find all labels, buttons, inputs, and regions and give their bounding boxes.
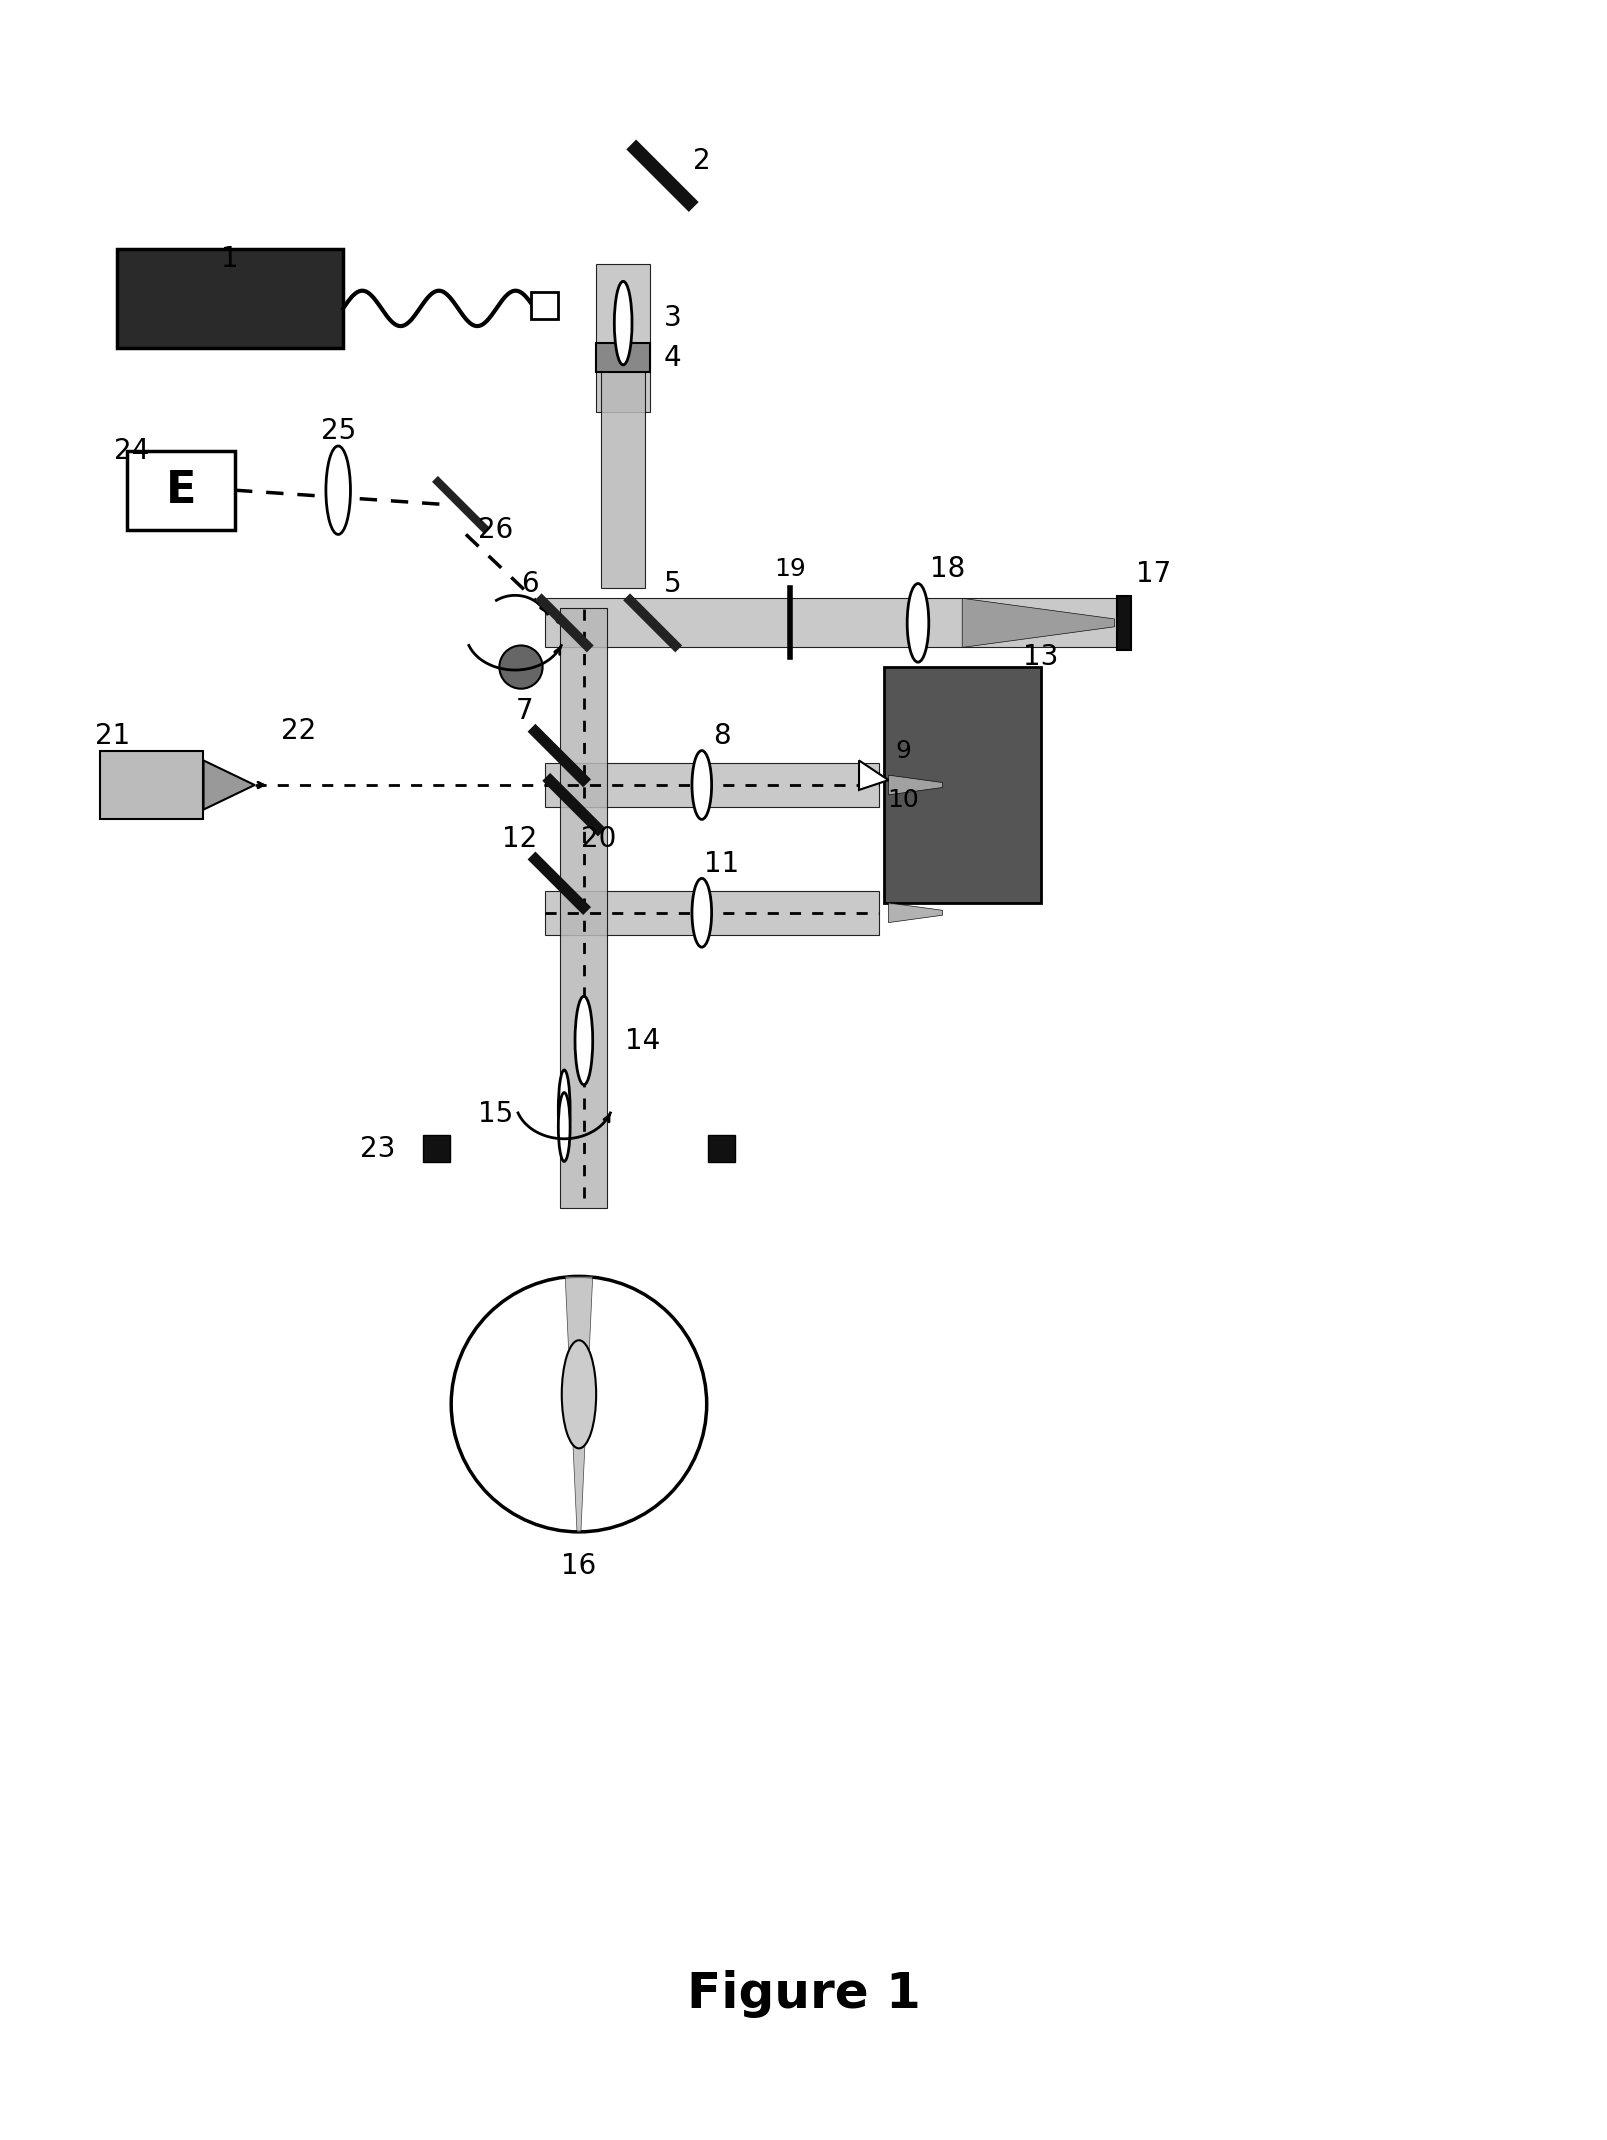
- Text: 5: 5: [664, 569, 681, 597]
- Text: 19: 19: [775, 556, 807, 580]
- Polygon shape: [601, 362, 646, 588]
- Bar: [596, 342, 651, 372]
- Text: Figure 1: Figure 1: [686, 1969, 921, 2018]
- Ellipse shape: [693, 751, 712, 820]
- Polygon shape: [889, 903, 943, 922]
- Bar: [707, 1134, 734, 1162]
- Bar: [884, 668, 1041, 903]
- Bar: [423, 1134, 450, 1162]
- Ellipse shape: [558, 1094, 570, 1162]
- Text: 7: 7: [516, 698, 534, 725]
- Polygon shape: [545, 762, 879, 807]
- Ellipse shape: [558, 1070, 570, 1149]
- Polygon shape: [545, 599, 1125, 648]
- Bar: [117, 250, 344, 347]
- Text: 8: 8: [712, 721, 730, 749]
- Text: 15: 15: [477, 1100, 513, 1128]
- Text: 18: 18: [930, 554, 966, 582]
- Text: 13: 13: [1024, 644, 1059, 672]
- Text: 6: 6: [521, 569, 538, 597]
- Ellipse shape: [908, 584, 929, 661]
- Text: 4: 4: [664, 345, 681, 372]
- Ellipse shape: [562, 1340, 596, 1449]
- Text: 11: 11: [704, 850, 739, 877]
- Bar: [530, 291, 558, 319]
- Text: 20: 20: [580, 826, 617, 854]
- Text: 21: 21: [95, 721, 130, 749]
- Ellipse shape: [575, 997, 593, 1085]
- Text: 17: 17: [1136, 561, 1172, 589]
- Bar: [1117, 595, 1131, 651]
- Text: 23: 23: [360, 1134, 395, 1162]
- Text: 12: 12: [503, 826, 538, 854]
- Polygon shape: [889, 775, 943, 794]
- Text: 14: 14: [625, 1027, 660, 1055]
- Text: 22: 22: [281, 717, 317, 745]
- Polygon shape: [566, 1275, 593, 1532]
- Bar: [127, 452, 235, 529]
- Text: 2: 2: [693, 148, 710, 175]
- Polygon shape: [860, 760, 889, 790]
- Ellipse shape: [326, 445, 350, 535]
- Ellipse shape: [614, 280, 632, 366]
- Text: 9: 9: [895, 738, 911, 762]
- Text: 10: 10: [887, 788, 919, 811]
- Polygon shape: [204, 760, 254, 809]
- Circle shape: [452, 1275, 707, 1532]
- Circle shape: [500, 646, 543, 689]
- Text: 3: 3: [664, 304, 681, 332]
- Polygon shape: [963, 599, 1115, 648]
- Polygon shape: [596, 263, 651, 411]
- Bar: [100, 751, 202, 820]
- Text: 24: 24: [114, 437, 149, 464]
- Ellipse shape: [693, 877, 712, 948]
- Text: 1: 1: [222, 246, 239, 274]
- Text: 25: 25: [320, 417, 355, 445]
- Text: E: E: [166, 469, 196, 511]
- Polygon shape: [561, 608, 607, 1207]
- Polygon shape: [545, 890, 879, 935]
- Text: 16: 16: [561, 1552, 596, 1579]
- Text: 26: 26: [477, 516, 513, 544]
